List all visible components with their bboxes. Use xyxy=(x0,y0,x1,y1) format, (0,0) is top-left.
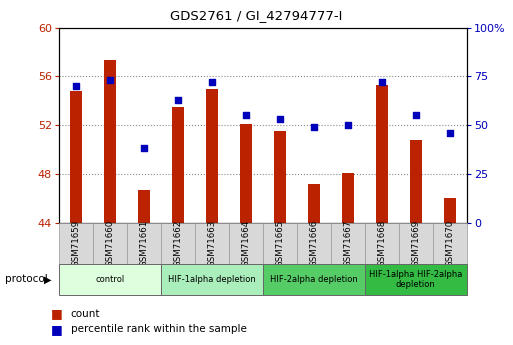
Text: GSM71662: GSM71662 xyxy=(173,220,183,267)
Bar xyxy=(240,124,252,223)
Bar xyxy=(410,140,422,223)
Bar xyxy=(138,190,150,223)
Text: GSM71667: GSM71667 xyxy=(343,220,352,267)
Bar xyxy=(229,223,263,264)
Point xyxy=(106,78,114,83)
Text: HIF-1alpha HIF-2alpha
depletion: HIF-1alpha HIF-2alpha depletion xyxy=(369,270,463,289)
Text: GSM71663: GSM71663 xyxy=(207,220,216,267)
Bar xyxy=(161,264,263,295)
Point xyxy=(412,112,420,118)
Text: ▶: ▶ xyxy=(44,275,51,284)
Bar xyxy=(365,264,467,295)
Bar xyxy=(376,85,388,223)
Bar xyxy=(206,89,218,223)
Text: control: control xyxy=(95,275,125,284)
Text: GSM71665: GSM71665 xyxy=(275,220,284,267)
Bar xyxy=(93,223,127,264)
Point xyxy=(72,83,80,89)
Bar xyxy=(127,223,161,264)
Bar xyxy=(263,264,365,295)
Bar xyxy=(70,91,82,223)
Point xyxy=(140,146,148,151)
Text: percentile rank within the sample: percentile rank within the sample xyxy=(71,325,247,334)
Text: ■: ■ xyxy=(51,307,63,321)
Bar xyxy=(104,60,116,223)
Text: GSM71664: GSM71664 xyxy=(242,220,250,267)
Text: GSM71660: GSM71660 xyxy=(106,220,114,267)
Text: GSM71661: GSM71661 xyxy=(140,220,148,267)
Text: protocol: protocol xyxy=(5,275,48,284)
Text: GSM71666: GSM71666 xyxy=(309,220,319,267)
Text: GSM71659: GSM71659 xyxy=(71,220,81,267)
Bar xyxy=(365,223,399,264)
Bar xyxy=(399,223,433,264)
Text: count: count xyxy=(71,309,101,319)
Bar xyxy=(342,172,354,223)
Point xyxy=(208,79,216,85)
Text: GSM71668: GSM71668 xyxy=(378,220,386,267)
Bar xyxy=(444,198,456,223)
Text: HIF-1alpha depletion: HIF-1alpha depletion xyxy=(168,275,256,284)
Point xyxy=(276,117,284,122)
Point xyxy=(174,97,182,102)
Point xyxy=(242,112,250,118)
Bar xyxy=(59,223,93,264)
Bar xyxy=(263,223,297,264)
Bar xyxy=(274,131,286,223)
Text: ■: ■ xyxy=(51,323,63,336)
Text: HIF-2alpha depletion: HIF-2alpha depletion xyxy=(270,275,358,284)
Bar xyxy=(297,223,331,264)
Text: GSM71669: GSM71669 xyxy=(411,220,420,267)
Bar xyxy=(433,223,467,264)
Point xyxy=(344,122,352,128)
Bar xyxy=(195,223,229,264)
Point xyxy=(378,79,386,85)
Bar xyxy=(161,223,195,264)
Text: GSM71670: GSM71670 xyxy=(445,220,455,267)
Bar xyxy=(59,264,161,295)
Bar xyxy=(331,223,365,264)
Point xyxy=(446,130,454,136)
Bar xyxy=(308,184,320,223)
Text: GDS2761 / GI_42794777-I: GDS2761 / GI_42794777-I xyxy=(170,9,343,22)
Point xyxy=(310,124,318,130)
Bar xyxy=(172,107,184,223)
